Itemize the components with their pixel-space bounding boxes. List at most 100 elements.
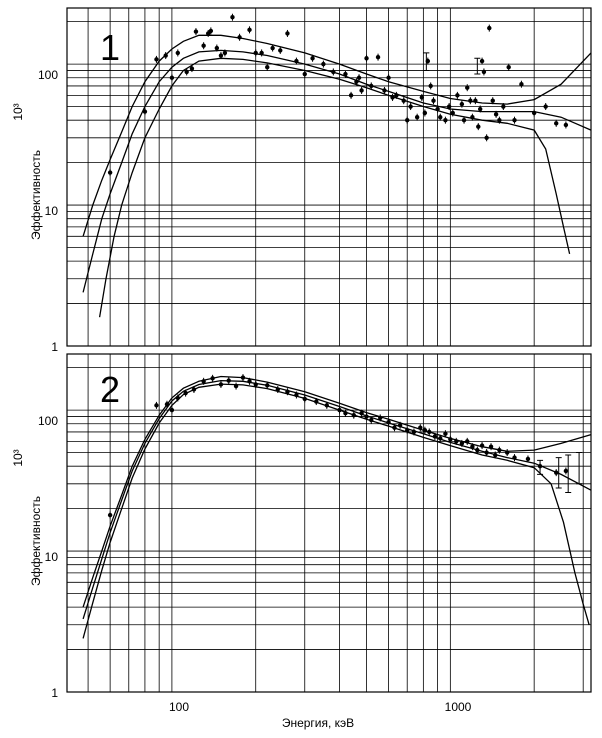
efficiency-curves (82, 34, 592, 318)
grid-lines (67, 354, 591, 693)
data-point (193, 29, 199, 34)
data-point (337, 407, 342, 413)
data-point (497, 117, 502, 123)
y-tick-label-10: 10 (45, 550, 59, 564)
data-point (208, 28, 214, 34)
data-point (390, 95, 395, 100)
y-tick-label-100: 100 (38, 414, 58, 428)
data-point (163, 53, 168, 58)
data-point (154, 57, 159, 62)
data-point (525, 456, 531, 462)
data-point (512, 455, 517, 460)
data-point (519, 82, 524, 87)
data-point (369, 417, 374, 423)
panel-label: 2 (100, 369, 120, 410)
data-point (294, 58, 299, 64)
data-point (405, 428, 410, 433)
data-point (487, 25, 492, 31)
chart-panel-2: 2 100 10 1 Эффективность 10³ 100 1000 Эн… (11, 353, 592, 730)
y-axis-unit: 10³ (11, 449, 25, 466)
data-point (331, 69, 336, 75)
data-point (233, 383, 239, 389)
data-point (459, 441, 465, 446)
data-point (142, 109, 148, 114)
data-point (484, 135, 489, 140)
data-point (369, 83, 374, 89)
data-point (169, 75, 175, 80)
data-point (438, 436, 443, 441)
y-tick-label-100: 100 (38, 68, 58, 82)
data-point (201, 379, 206, 384)
data-point (354, 79, 359, 84)
data-point (218, 382, 224, 387)
data-point (392, 425, 397, 430)
data-point (477, 106, 483, 112)
data-point (504, 450, 510, 455)
data-point (230, 15, 235, 20)
y-tick-label-10: 10 (45, 204, 59, 218)
data-point (164, 402, 170, 407)
data-point (465, 439, 470, 444)
data-point (435, 106, 440, 112)
data-point (454, 439, 459, 444)
data-point (359, 88, 364, 93)
data-point (501, 104, 506, 109)
data-point (386, 75, 391, 80)
data-point (470, 114, 475, 120)
data-point (493, 452, 498, 458)
data-point (247, 27, 252, 33)
data-point (475, 447, 480, 453)
data-point (397, 423, 403, 428)
data-point (554, 470, 559, 475)
error-bar-large (474, 57, 481, 75)
data-point (554, 121, 559, 126)
data-point (237, 35, 242, 40)
data-point (470, 444, 475, 449)
data-point (375, 54, 381, 60)
data-point (184, 69, 189, 75)
data-point (531, 110, 537, 116)
data-point (321, 61, 326, 67)
y-axis-unit: 10³ (11, 103, 25, 120)
data-point (382, 88, 387, 93)
data-point (265, 65, 270, 70)
data-point (302, 396, 307, 402)
data-point (154, 403, 159, 408)
data-point (278, 48, 283, 53)
data-point (191, 387, 197, 392)
data-point (253, 50, 258, 56)
data-point (175, 50, 181, 56)
y-tick-label-1: 1 (51, 340, 58, 354)
data-point (364, 56, 369, 61)
data-point (446, 104, 452, 109)
error-bar-large (565, 454, 572, 494)
data-point (506, 65, 511, 70)
x-tick-label-1000: 1000 (445, 700, 472, 714)
panel-label: 1 (100, 27, 120, 68)
data-points (107, 374, 583, 519)
error-bar-large (537, 459, 544, 475)
data-point (431, 98, 436, 103)
y-axis-label: Эффективность (29, 150, 43, 240)
data-point (484, 450, 489, 455)
data-point (422, 428, 428, 433)
data-point (427, 429, 432, 435)
x-tick-label-100: 100 (169, 700, 189, 714)
data-point (240, 375, 246, 380)
data-point (448, 437, 453, 442)
data-point (285, 31, 290, 36)
data-point (455, 93, 460, 98)
fit-curve-2 (82, 379, 592, 620)
data-point (386, 420, 391, 425)
data-point (479, 58, 485, 64)
data-point (378, 415, 383, 421)
plot-frame (66, 7, 592, 347)
data-point (443, 431, 448, 436)
data-point (107, 170, 113, 175)
data-point (490, 98, 495, 103)
data-point (175, 395, 181, 401)
data-point (411, 429, 417, 435)
data-point (473, 98, 478, 103)
data-point (476, 124, 481, 129)
data-point (418, 425, 423, 430)
